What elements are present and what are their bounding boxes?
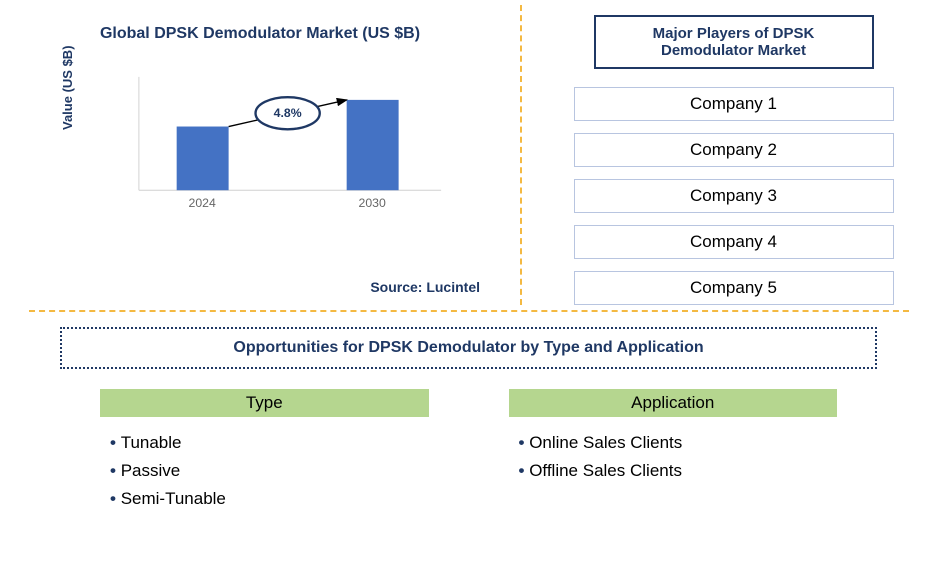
category-type: Type TunablePassiveSemi-Tunable <box>100 389 429 513</box>
x-tick-2030: 2030 <box>359 196 386 210</box>
category-header-type: Type <box>100 389 429 417</box>
companies-list: Company 1 Company 2 Company 3 Company 4 Comp… <box>560 87 907 305</box>
list-item: Passive <box>110 457 429 485</box>
chart-panel: Global DPSK Demodulator Market (US $B) V… <box>0 0 520 310</box>
source-label: Source: Lucintel <box>370 279 480 295</box>
company-box-5: Company 5 <box>574 271 894 305</box>
growth-rate-label: 4.8% <box>274 106 302 120</box>
categories-row: Type TunablePassiveSemi-Tunable Applicatio… <box>60 389 877 513</box>
list-item: Online Sales Clients <box>519 429 838 457</box>
players-panel: Major Players of DPSK Demodulator Market… <box>520 0 937 310</box>
company-box-4: Company 4 <box>574 225 894 259</box>
top-section: Global DPSK Demodulator Market (US $B) V… <box>0 0 937 310</box>
chart-title: Global DPSK Demodulator Market (US $B) <box>20 25 500 43</box>
list-item: Offline Sales Clients <box>519 457 838 485</box>
chart-area: 2024 2030 4.8% <box>120 63 460 223</box>
x-tick-2024: 2024 <box>189 196 216 210</box>
infographic-container: Global DPSK Demodulator Market (US $B) V… <box>0 0 937 583</box>
category-items-application: Online Sales ClientsOffline Sales Client… <box>509 429 838 485</box>
category-header-application: Application <box>509 389 838 417</box>
vertical-divider <box>520 5 522 305</box>
category-items-type: TunablePassiveSemi-Tunable <box>100 429 429 513</box>
opportunities-title: Opportunities for DPSK Demodulator by Ty… <box>60 327 877 369</box>
category-application: Application Online Sales ClientsOffline S… <box>509 389 838 513</box>
company-box-1: Company 1 <box>574 87 894 121</box>
players-title: Major Players of DPSK Demodulator Market <box>594 15 874 69</box>
bar-chart-svg: 2024 2030 4.8% <box>120 63 460 223</box>
company-box-2: Company 2 <box>574 133 894 167</box>
y-axis-label: Value (US $B) <box>60 45 75 130</box>
list-item: Tunable <box>110 429 429 457</box>
list-item: Semi-Tunable <box>110 485 429 513</box>
bar-2024 <box>177 127 229 191</box>
bar-2030 <box>347 100 399 190</box>
bottom-section: Opportunities for DPSK Demodulator by Ty… <box>0 312 937 528</box>
company-box-3: Company 3 <box>574 179 894 213</box>
